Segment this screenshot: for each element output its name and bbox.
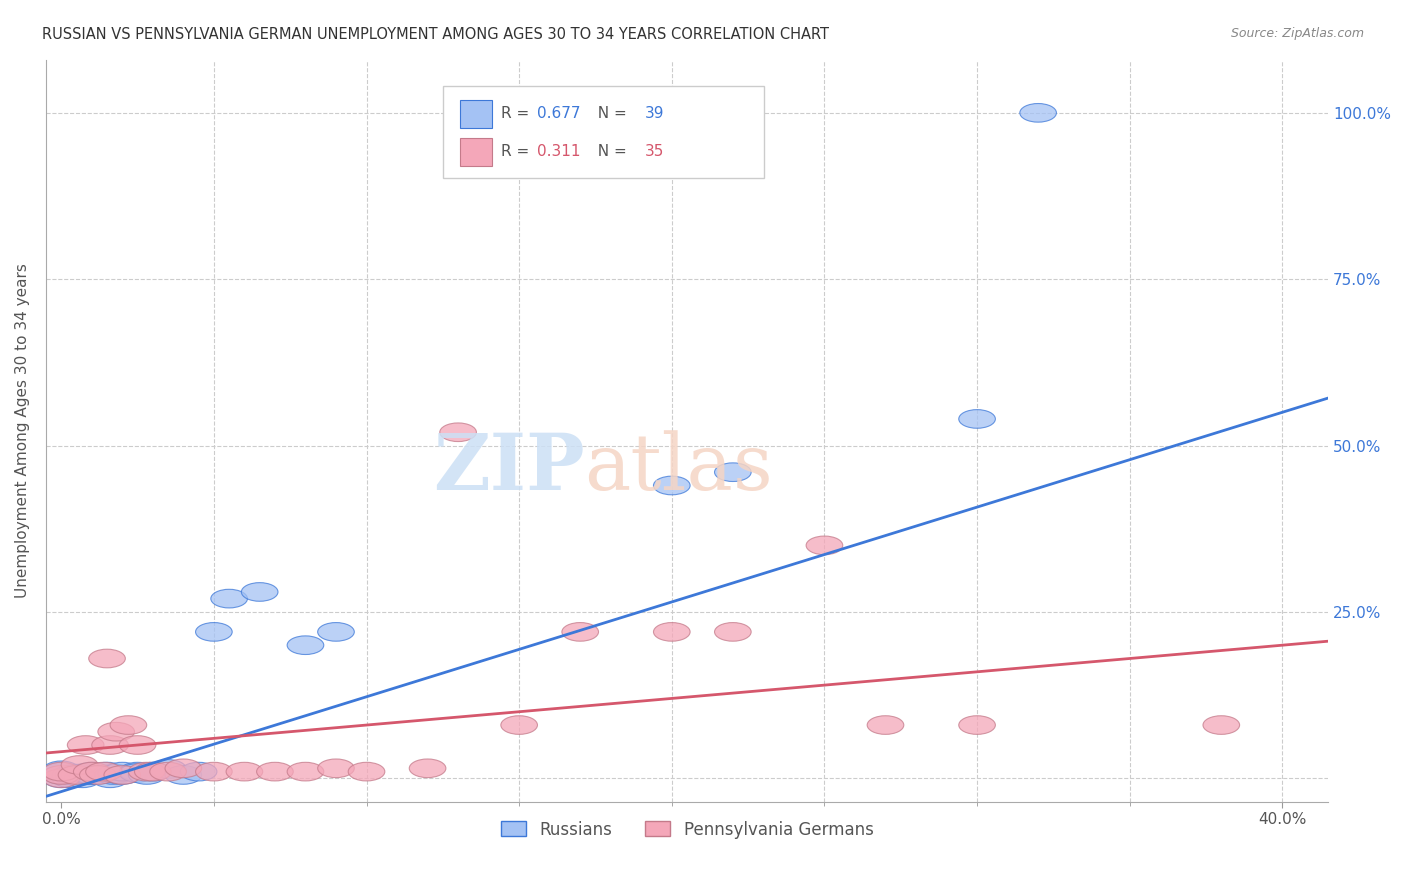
FancyBboxPatch shape — [460, 137, 492, 166]
Ellipse shape — [318, 623, 354, 641]
Ellipse shape — [55, 765, 91, 784]
Ellipse shape — [67, 764, 104, 782]
Text: R =: R = — [501, 106, 534, 121]
Ellipse shape — [440, 423, 477, 442]
Ellipse shape — [58, 765, 94, 784]
Ellipse shape — [44, 769, 80, 788]
Ellipse shape — [128, 765, 165, 784]
Ellipse shape — [110, 715, 146, 734]
Ellipse shape — [89, 649, 125, 668]
Text: 39: 39 — [645, 106, 664, 121]
Ellipse shape — [44, 763, 80, 780]
Ellipse shape — [73, 765, 110, 784]
Ellipse shape — [1019, 103, 1056, 122]
Ellipse shape — [150, 763, 187, 780]
Ellipse shape — [714, 463, 751, 482]
Ellipse shape — [80, 765, 117, 784]
Text: atlas: atlas — [585, 430, 773, 506]
Ellipse shape — [120, 764, 156, 782]
Text: 0.311: 0.311 — [537, 145, 581, 159]
Ellipse shape — [62, 765, 98, 784]
Ellipse shape — [70, 765, 107, 784]
Ellipse shape — [195, 763, 232, 780]
Ellipse shape — [165, 765, 201, 784]
Ellipse shape — [104, 763, 141, 780]
Ellipse shape — [654, 623, 690, 641]
Ellipse shape — [135, 763, 172, 780]
Ellipse shape — [104, 765, 141, 784]
Ellipse shape — [52, 769, 89, 788]
Ellipse shape — [128, 763, 165, 780]
Ellipse shape — [562, 623, 599, 641]
Ellipse shape — [806, 536, 842, 555]
Ellipse shape — [86, 763, 122, 780]
Ellipse shape — [959, 409, 995, 428]
Ellipse shape — [44, 769, 80, 788]
Ellipse shape — [501, 715, 537, 734]
Ellipse shape — [94, 765, 131, 784]
Ellipse shape — [654, 476, 690, 495]
Ellipse shape — [86, 764, 122, 783]
Ellipse shape — [91, 769, 128, 788]
Text: N =: N = — [588, 145, 631, 159]
Ellipse shape — [120, 763, 156, 780]
Ellipse shape — [318, 759, 354, 778]
Ellipse shape — [349, 763, 385, 780]
Text: 0.677: 0.677 — [537, 106, 581, 121]
Legend: Russians, Pennsylvania Germans: Russians, Pennsylvania Germans — [494, 814, 880, 846]
Y-axis label: Unemployment Among Ages 30 to 34 years: Unemployment Among Ages 30 to 34 years — [15, 263, 30, 598]
Ellipse shape — [91, 736, 128, 755]
Ellipse shape — [195, 623, 232, 641]
Ellipse shape — [52, 765, 89, 784]
Ellipse shape — [44, 761, 80, 780]
Ellipse shape — [67, 736, 104, 755]
Ellipse shape — [242, 582, 278, 601]
Ellipse shape — [287, 763, 323, 780]
Ellipse shape — [135, 763, 172, 780]
Ellipse shape — [98, 723, 135, 741]
Ellipse shape — [211, 590, 247, 608]
Ellipse shape — [287, 636, 323, 655]
Ellipse shape — [44, 763, 80, 780]
FancyBboxPatch shape — [443, 86, 763, 178]
Ellipse shape — [120, 736, 156, 755]
Ellipse shape — [257, 763, 294, 780]
Text: 35: 35 — [645, 145, 664, 159]
Ellipse shape — [104, 765, 141, 784]
Ellipse shape — [165, 759, 201, 778]
Ellipse shape — [73, 763, 110, 780]
Ellipse shape — [65, 769, 101, 788]
Text: N =: N = — [588, 106, 631, 121]
Text: R =: R = — [501, 145, 538, 159]
Text: Source: ZipAtlas.com: Source: ZipAtlas.com — [1230, 27, 1364, 40]
Ellipse shape — [58, 764, 94, 783]
Ellipse shape — [409, 759, 446, 778]
Ellipse shape — [89, 763, 125, 780]
FancyBboxPatch shape — [460, 100, 492, 128]
Ellipse shape — [80, 765, 117, 784]
Ellipse shape — [959, 715, 995, 734]
Ellipse shape — [62, 756, 98, 774]
Ellipse shape — [44, 765, 80, 784]
Ellipse shape — [44, 764, 80, 782]
Ellipse shape — [150, 760, 187, 779]
Text: RUSSIAN VS PENNSYLVANIA GERMAN UNEMPLOYMENT AMONG AGES 30 TO 34 YEARS CORRELATIO: RUSSIAN VS PENNSYLVANIA GERMAN UNEMPLOYM… — [42, 27, 830, 42]
Ellipse shape — [180, 763, 217, 780]
Ellipse shape — [1204, 715, 1240, 734]
Ellipse shape — [868, 715, 904, 734]
Ellipse shape — [98, 764, 135, 783]
Ellipse shape — [714, 623, 751, 641]
Ellipse shape — [73, 763, 110, 780]
Text: ZIP: ZIP — [433, 430, 585, 506]
Ellipse shape — [44, 765, 80, 784]
Ellipse shape — [226, 763, 263, 780]
